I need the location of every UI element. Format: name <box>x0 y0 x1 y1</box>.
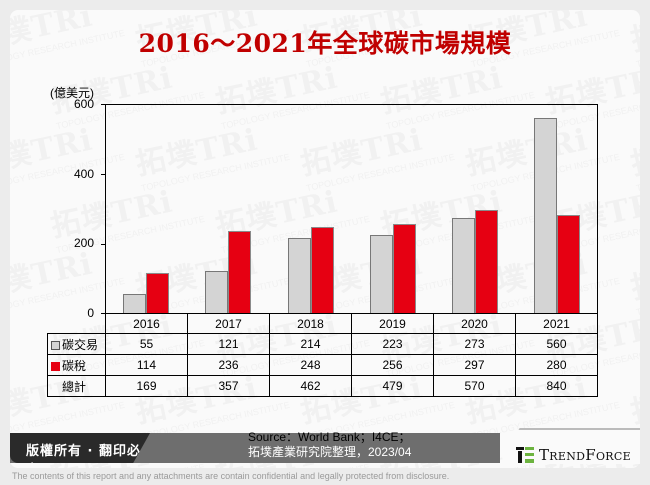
table-header-cell: 2019 <box>351 313 434 334</box>
table-cell: 357 <box>187 375 270 397</box>
y-axis-unit-label: (億美元) <box>50 86 94 100</box>
y-tickmark <box>101 244 106 245</box>
table-cell: 256 <box>351 354 434 376</box>
y-tickmark <box>101 104 106 105</box>
table-cell: 169 <box>105 375 188 397</box>
bar-carbon-trading-2020 <box>451 217 475 313</box>
table-cell: 121 <box>187 333 270 355</box>
table-cell: 114 <box>105 354 188 376</box>
table-header-cell: 2020 <box>433 313 516 334</box>
trendforce-logo-icon <box>516 447 534 463</box>
legend-carbon-tax: 碳稅 <box>47 354 106 376</box>
legend-swatch-red-icon <box>51 361 60 371</box>
table-row-carbon-tax: 碳稅 114 236 248 256 297 280 <box>47 354 598 376</box>
table-cell: 462 <box>269 375 352 397</box>
disclaimer: The contents of this report and any atta… <box>12 471 450 481</box>
table-cell: 236 <box>187 354 270 376</box>
table-cell: 214 <box>269 333 352 355</box>
legend-carbon-trading: 碳交易 <box>47 333 106 355</box>
row-label: 總計 <box>47 375 106 397</box>
data-table: 2016 2017 2018 2019 2020 2021 碳交易 55 121… <box>47 313 598 397</box>
table-header-row: 2016 2017 2018 2019 2020 2021 <box>47 313 598 334</box>
bar-carbon-tax-2021 <box>557 215 581 313</box>
table-cell: 560 <box>515 333 598 355</box>
source-line-2: 拓墣產業研究院整理，2023/04 <box>248 445 412 459</box>
table-cell: 248 <box>269 354 352 376</box>
bar-carbon-trading-2016 <box>123 293 147 313</box>
row-label: 碳交易 <box>62 337 99 352</box>
source-note: Source：World Bank；I4CE； 拓墣產業研究院整理，2023/0… <box>248 430 411 460</box>
table-header-cell: 2017 <box>187 313 270 334</box>
plot-area <box>101 104 598 314</box>
y-tick-400: 400 <box>73 167 94 181</box>
source-line-1: Source：World Bank；I4CE； <box>248 430 411 444</box>
table-cell: 223 <box>351 333 434 355</box>
logo-text: TrendForce <box>539 446 631 464</box>
chart-title: 2016～2021年全球碳市場規模 <box>138 29 512 58</box>
copyright-banner: 版權所有 · 翻印必究 <box>10 433 150 463</box>
copyright-text: 版權所有 · 翻印必究 <box>26 444 141 478</box>
bar-carbon-trading-2019 <box>369 235 393 313</box>
row-label: 碳稅 <box>62 358 87 373</box>
y-tick-0: 0 <box>87 306 94 320</box>
table-corner <box>47 313 106 334</box>
bar-carbon-tax-2020 <box>474 209 498 313</box>
bar-carbon-tax-2018 <box>310 226 334 313</box>
y-tickmark <box>101 174 106 175</box>
table-header-cell: 2018 <box>269 313 352 334</box>
table-cell: 570 <box>433 375 516 397</box>
bar-carbon-tax-2017 <box>228 230 252 313</box>
table-header-cell: 2016 <box>105 313 188 334</box>
table-row-carbon-trading: 碳交易 55 121 214 223 273 560 <box>47 333 598 355</box>
y-tick-600: 600 <box>73 97 94 111</box>
table-cell: 273 <box>433 333 516 355</box>
bar-carbon-tax-2019 <box>392 223 416 313</box>
table-cell: 280 <box>515 354 598 376</box>
y-tick-200: 200 <box>73 236 94 250</box>
table-cell: 840 <box>515 375 598 397</box>
bar-carbon-trading-2021 <box>534 117 558 313</box>
legend-swatch-gray-icon <box>51 340 60 350</box>
table-row-total: 總計 169 357 462 479 570 840 <box>47 375 598 397</box>
table-cell: 297 <box>433 354 516 376</box>
table-cell: 55 <box>105 333 188 355</box>
trendforce-logo: TrendForce <box>516 446 631 464</box>
table-cell: 479 <box>351 375 434 397</box>
bar-carbon-trading-2017 <box>205 270 229 313</box>
table-header-cell: 2021 <box>515 313 598 334</box>
bar-carbon-tax-2016 <box>146 273 170 313</box>
logo-panel <box>500 428 640 464</box>
bar-carbon-trading-2018 <box>287 238 311 313</box>
